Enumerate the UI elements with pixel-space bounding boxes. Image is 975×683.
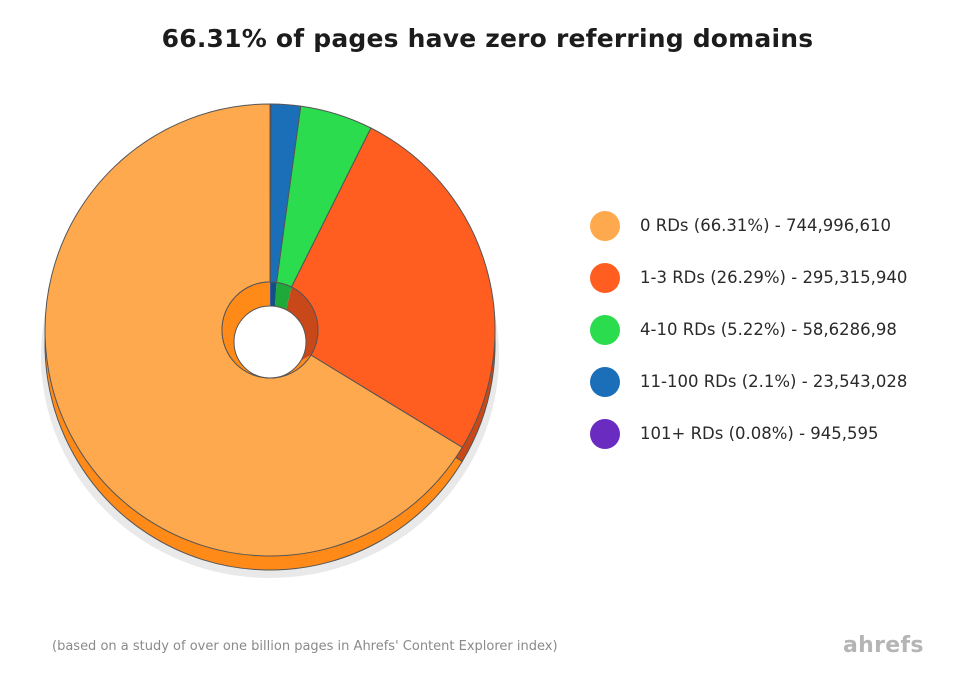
donut-inner-wall-segment — [222, 282, 312, 379]
legend-label: 1-3 RDs (26.29%) - 295,315,940 — [640, 268, 908, 287]
chart-legend: 0 RDs (66.31%) - 744,996,610 1-3 RDs (26.… — [590, 207, 960, 467]
legend-item: 11-100 RDs (2.1%) - 23,543,028 — [590, 363, 960, 415]
pie-slice — [269, 103, 272, 331]
legend-label: 4-10 RDs (5.22%) - 58,6286,98 — [640, 320, 897, 339]
donut-inner-wall — [222, 282, 318, 379]
donut-inner-wall-segment — [270, 282, 277, 307]
legend-swatch — [590, 419, 620, 449]
chart-title: 66.31% of pages have zero referring doma… — [161, 24, 814, 53]
donut-inner-wall-segment — [286, 287, 318, 361]
legend-swatch — [590, 367, 620, 397]
donut-inner-wall-segment — [274, 282, 292, 310]
legend-item: 101+ RDs (0.08%) - 945,595 — [590, 415, 960, 467]
legend-item: 0 RDs (66.31%) - 744,996,610 — [590, 207, 960, 259]
pie-slice — [269, 127, 496, 449]
legend-swatch — [590, 211, 620, 241]
donut-hole-inner — [233, 305, 307, 379]
donut-hole-rim — [221, 281, 319, 379]
footnote: (based on a study of over one billion pa… — [52, 639, 558, 654]
legend-item: 1-3 RDs (26.29%) - 295,315,940 — [590, 259, 960, 311]
legend-swatch — [590, 263, 620, 293]
legend-item: 4-10 RDs (5.22%) - 58,6286,98 — [590, 311, 960, 363]
legend-label: 0 RDs (66.31%) - 744,996,610 — [640, 216, 891, 235]
ahrefs-logo: ahrefs — [843, 633, 924, 658]
legend-label: 11-100 RDs (2.1%) - 23,543,028 — [640, 372, 908, 391]
legend-swatch — [590, 315, 620, 345]
legend-label: 101+ RDs (0.08%) - 945,595 — [640, 424, 879, 443]
